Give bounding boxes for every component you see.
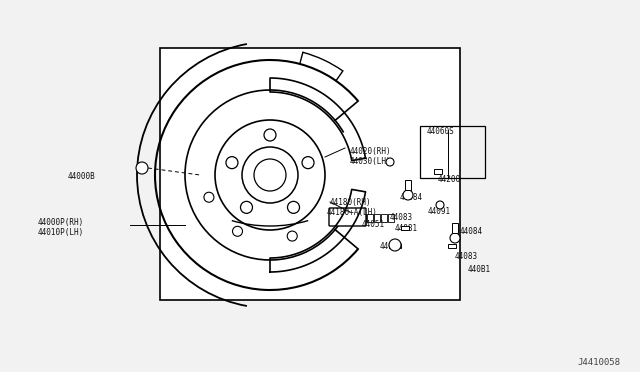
Text: 44084: 44084 [400,193,423,202]
Text: 44030(LH): 44030(LH) [350,157,392,166]
Bar [420,126,485,178]
Text: 44084: 44084 [460,227,483,236]
Bar [389,244,401,248]
Circle shape [403,190,413,200]
Text: 44091: 44091 [428,207,451,216]
Text: 44083: 44083 [390,213,413,222]
Text: 44010P(LH): 44010P(LH) [38,228,84,237]
Bar [448,244,456,248]
Text: 440B1: 440B1 [468,265,491,274]
Text: 44060S: 44060S [427,127,455,136]
Circle shape [386,158,394,166]
Text: 44180+A(LH): 44180+A(LH) [327,208,378,217]
FancyBboxPatch shape [329,208,366,226]
Bar [338,214,344,221]
Bar [401,226,409,230]
Circle shape [138,164,145,171]
Text: 44081: 44081 [395,224,418,233]
Bar [452,223,458,233]
Bar [345,214,351,221]
Text: 44051: 44051 [362,220,385,229]
Text: J4410058: J4410058 [577,358,620,367]
Bar [381,214,387,221]
Bar [160,48,460,300]
Text: 44020(RH): 44020(RH) [350,147,392,156]
Text: 44180(RH): 44180(RH) [330,198,372,207]
Bar [367,214,373,221]
Circle shape [389,239,401,251]
Text: 44000B: 44000B [68,172,96,181]
Circle shape [436,201,444,209]
Bar [352,214,358,221]
Text: 44200: 44200 [438,175,461,184]
Bar [388,214,394,221]
Bar [434,169,442,174]
Bar [374,214,380,221]
Text: 44090: 44090 [380,242,403,251]
Circle shape [450,233,460,243]
Text: 44000P(RH): 44000P(RH) [38,218,84,227]
Bar [360,214,366,221]
Circle shape [136,162,148,174]
Text: 44083: 44083 [455,252,478,261]
Bar [405,180,411,190]
